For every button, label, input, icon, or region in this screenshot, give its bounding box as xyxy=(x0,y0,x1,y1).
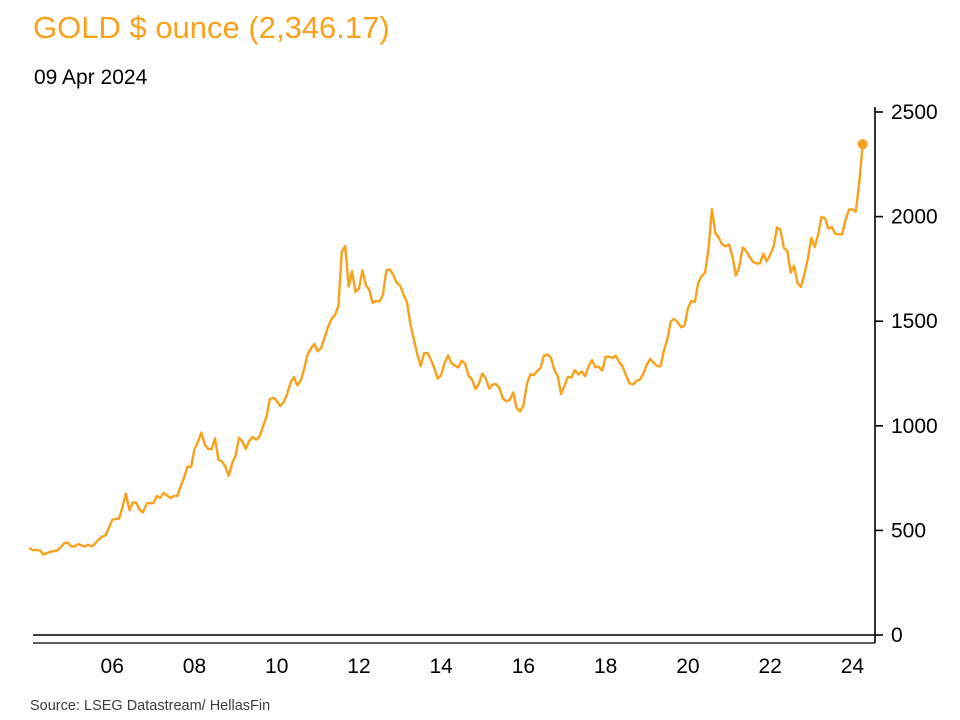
x-axis-label: 16 xyxy=(512,655,535,678)
price-line xyxy=(28,142,864,556)
y-axis-label: 0 xyxy=(891,624,903,647)
x-axis-label: 10 xyxy=(265,655,288,678)
x-axis-label: 06 xyxy=(101,655,124,678)
chart-title: GOLD $ ounce (2,346.17) xyxy=(33,10,390,45)
y-axis-label: 500 xyxy=(891,519,926,542)
x-axis-label: 14 xyxy=(430,655,454,678)
x-axis-label: 12 xyxy=(347,655,370,678)
y-axis-label: 1000 xyxy=(891,415,938,438)
x-axis-label: 24 xyxy=(841,655,865,678)
y-axis-label: 2500 xyxy=(891,101,938,124)
y-axis-label: 1500 xyxy=(891,310,938,333)
x-axis-label: 20 xyxy=(676,655,699,678)
x-axis-label: 18 xyxy=(594,655,617,678)
source-attribution: Source: LSEG Datastream/ HellasFin xyxy=(30,698,271,714)
chart-date: 09 Apr 2024 xyxy=(34,66,148,89)
x-axis-label: 22 xyxy=(758,655,781,678)
x-axis-label: 08 xyxy=(183,655,206,678)
y-axis-label: 2000 xyxy=(891,206,938,229)
last-point-marker xyxy=(857,139,868,150)
